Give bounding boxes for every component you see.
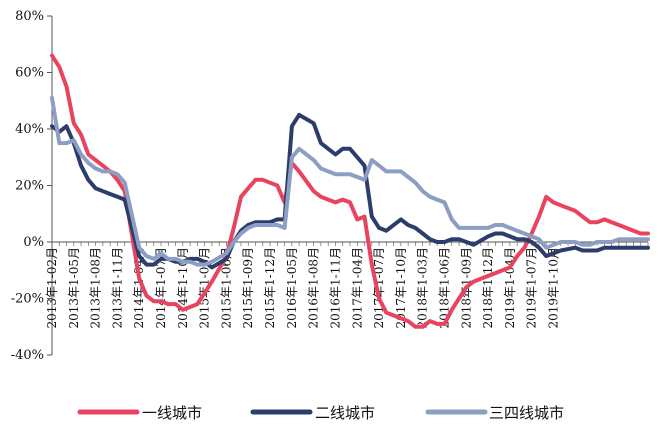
x-axis: 2013年1-02月 2013年1-05月 2013年1-08月 2013年1-11月… <box>45 241 649 329</box>
y-tick-label: 80% <box>15 9 44 24</box>
x-tick-label: 2013年1-02月 <box>45 247 59 329</box>
legend-label: 二线城市 <box>315 404 375 422</box>
y-tick-label: 20% <box>15 179 44 194</box>
x-tick-label: 2016年1-05月 <box>285 247 299 329</box>
x-tick-label: 2019年1-10月 <box>547 247 561 329</box>
x-tick-label: 2014年1-07月 <box>154 247 168 329</box>
x-tick-label: 2019年1-07月 <box>525 247 539 329</box>
x-tick-label: 2018年1-03月 <box>416 247 430 329</box>
x-tick-label: 2013年1-08月 <box>89 247 103 329</box>
x-tick-label: 2017年1-10月 <box>394 247 408 329</box>
x-tick-label: 2013年1-11月 <box>110 247 124 329</box>
series-line-2 <box>50 95 650 267</box>
legend-item-1: 二线城市 <box>250 404 375 422</box>
x-tick-label: 2015年1-06月 <box>219 247 233 329</box>
y-tick-label: 40% <box>15 122 44 137</box>
series-line-0 <box>50 53 650 329</box>
x-tick-label: 2015年1-12月 <box>263 247 277 329</box>
legend-label: 三四线城市 <box>489 404 564 422</box>
y-tick-label: 0% <box>23 235 44 250</box>
x-tick-label: 2016年1-08月 <box>307 247 321 329</box>
y-axis: -40% -20% 0% 20% 40% 60% 80% <box>11 9 53 363</box>
x-tick-label: 2018年1-12月 <box>481 247 495 329</box>
y-tick-label: -20% <box>11 292 44 307</box>
legend-label: 一线城市 <box>142 404 202 422</box>
legend-item-2: 三四线城市 <box>425 404 564 422</box>
y-tick-label: 60% <box>15 66 44 81</box>
x-tick-label: 2015年1-03月 <box>198 247 212 329</box>
x-tick-label: 2013年1-05月 <box>67 247 81 329</box>
legend-item-0: 一线城市 <box>77 404 202 422</box>
series-layer <box>50 53 650 329</box>
x-tick-label: 2015年1-09月 <box>241 247 255 329</box>
series-line-1 <box>50 112 650 270</box>
x-tick-label: 2017年1-07月 <box>372 247 386 329</box>
legend: 一线城市 二线城市 三四线城市 <box>77 404 564 422</box>
x-tick-label: 2016年1-11月 <box>328 247 342 329</box>
y-tick-label: -40% <box>11 348 44 363</box>
x-tick-label: 2017年1-04月 <box>350 247 364 329</box>
x-tick-label: 2018年1-06月 <box>437 247 451 329</box>
